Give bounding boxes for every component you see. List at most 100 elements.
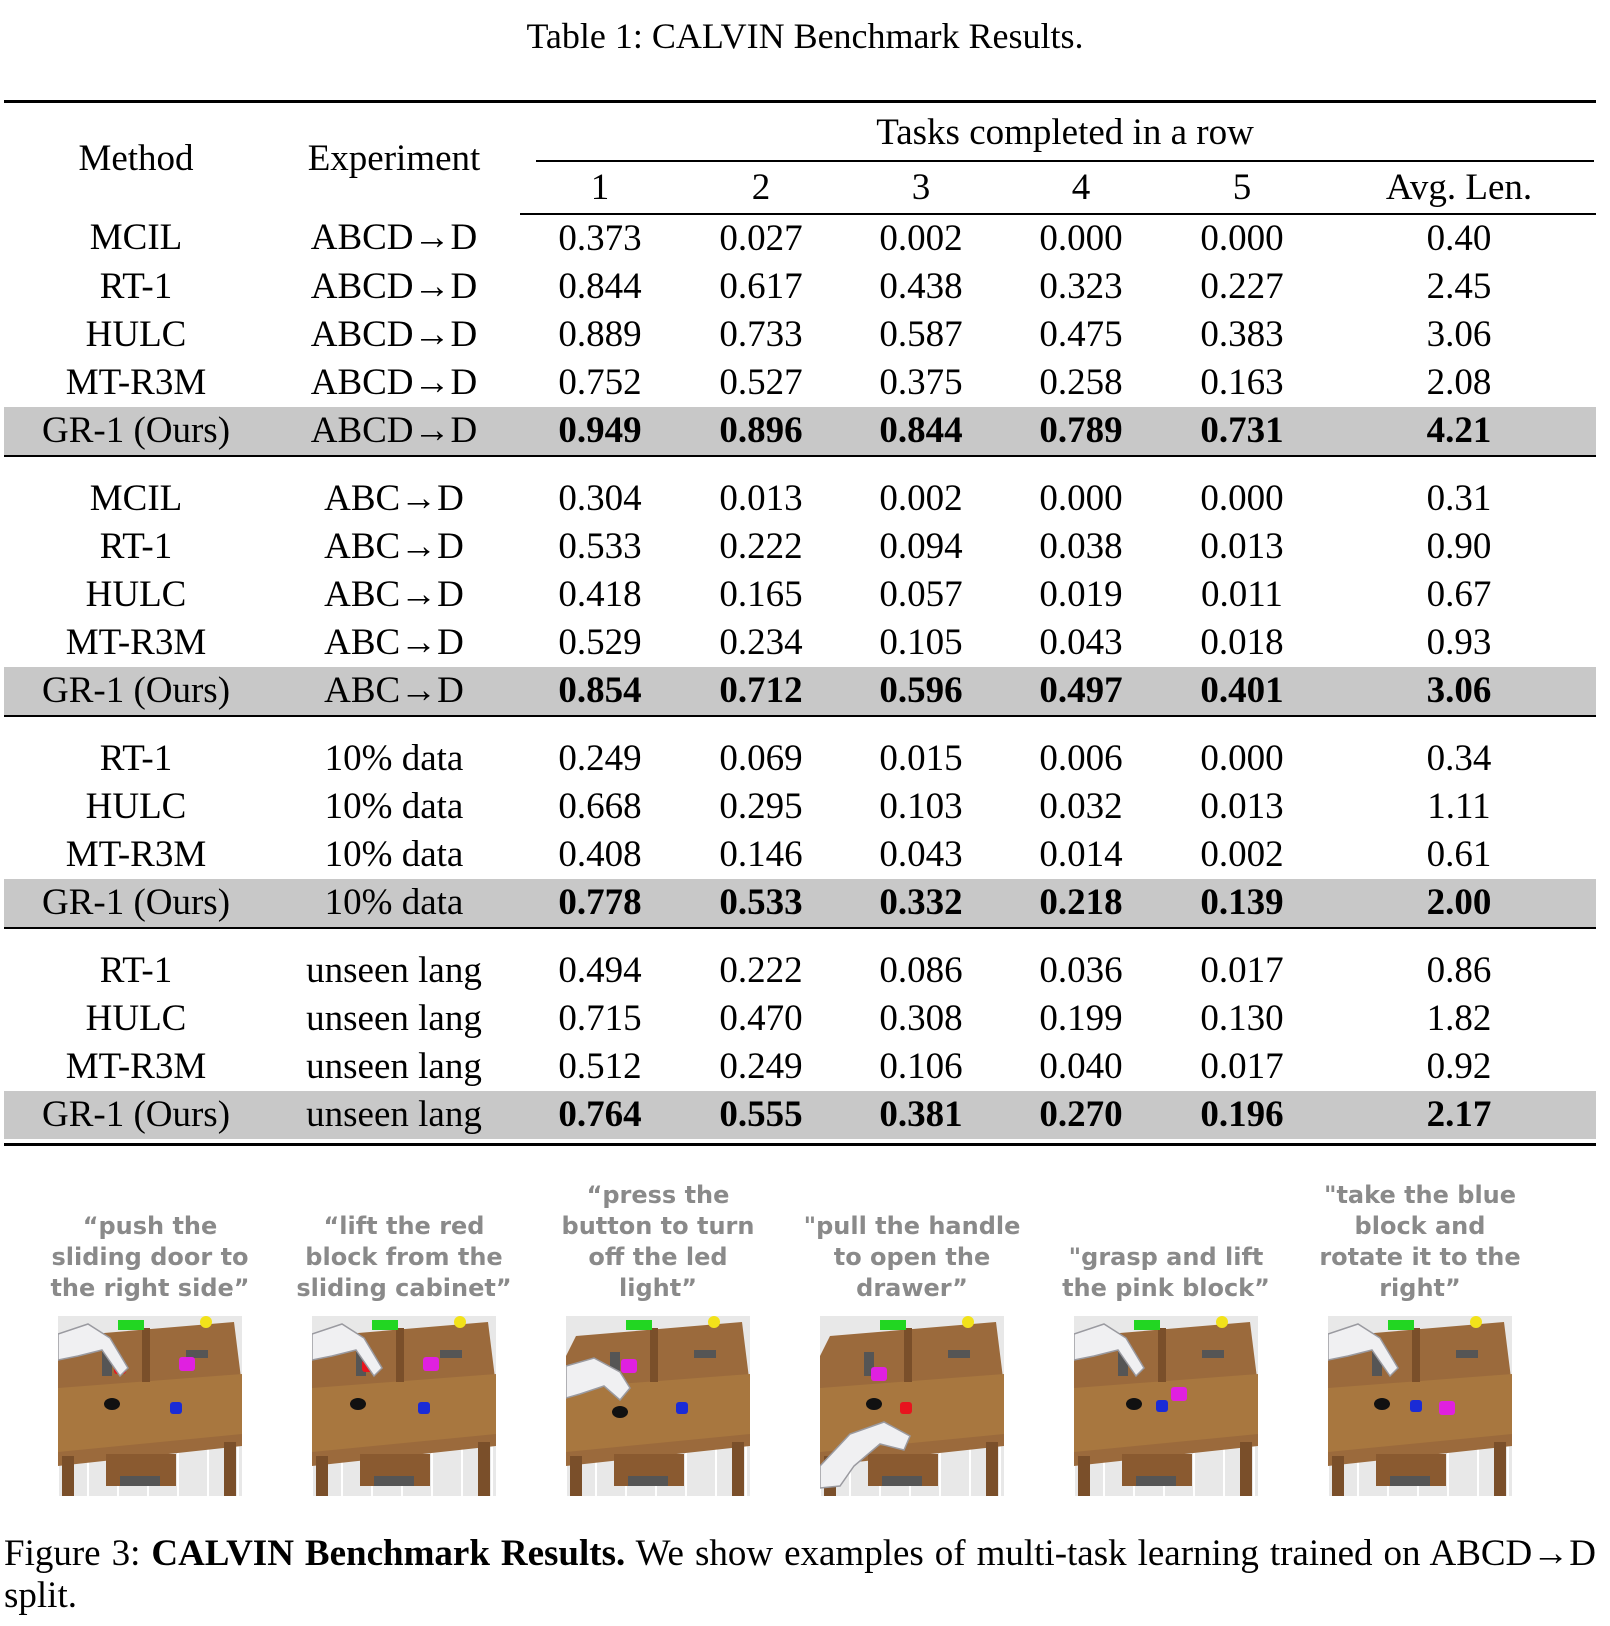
cell-method: HULC bbox=[85, 785, 187, 827]
cell-task-2: 0.013 bbox=[719, 477, 803, 519]
table-group-3: RT-1 10% data 0.249 0.069 0.015 0.006 0.000 0.3… bbox=[4, 716, 1596, 928]
drawer-handle bbox=[374, 1476, 414, 1486]
cell-avg-len: 2.45 bbox=[1426, 265, 1492, 307]
cell-experiment: 10% data bbox=[324, 737, 464, 779]
header-tasks-group: Tasks completed in a row bbox=[536, 111, 1594, 162]
cell-method: RT-1 bbox=[99, 949, 173, 991]
black-button bbox=[1374, 1398, 1390, 1410]
cell-task-5: 0.130 bbox=[1200, 997, 1284, 1039]
cell-task-5: 0.000 bbox=[1200, 737, 1284, 779]
cell-method: RT-1 bbox=[99, 525, 173, 567]
cell-task-1: 0.533 bbox=[558, 525, 642, 567]
cell-avg-len: 2.08 bbox=[1426, 361, 1492, 403]
cell-experiment: ABC→D bbox=[324, 573, 464, 615]
table-row: HULC unseen lang 0.715 0.470 0.308 0.199 0.130… bbox=[4, 995, 1596, 1043]
cell-method: GR-1 (Ours) bbox=[4, 878, 268, 928]
led-light bbox=[708, 1316, 720, 1328]
table-row: MT-R3M 10% data 0.408 0.146 0.043 0.014 0.002 0… bbox=[4, 831, 1596, 879]
cell-task-5: 0.000 bbox=[1200, 217, 1284, 259]
header-method: Method bbox=[4, 100, 268, 214]
cell-task-4: 0.497 bbox=[1000, 666, 1162, 716]
cell-task-2: 0.234 bbox=[719, 621, 803, 663]
cell-task-3: 0.094 bbox=[879, 525, 963, 567]
cell-task-5: 0.000 bbox=[1200, 477, 1284, 519]
cell-task-5: 0.196 bbox=[1162, 1090, 1322, 1139]
cell-task-2: 0.069 bbox=[719, 737, 803, 779]
figure-caption-text: We show examples of multi-task learning … bbox=[4, 1533, 1596, 1616]
robot-arm bbox=[1074, 1323, 1145, 1378]
cell-experiment: 10% data bbox=[324, 785, 464, 827]
cell-experiment: 10% data bbox=[268, 878, 520, 928]
cell-task-1: 0.418 bbox=[558, 573, 642, 615]
cell-experiment: ABC→D bbox=[324, 621, 464, 663]
black-button bbox=[1126, 1398, 1142, 1410]
cell-task-2: 0.896 bbox=[680, 406, 842, 456]
blue-block bbox=[1410, 1400, 1422, 1412]
panel-caption: "grasp and lift the pink block” bbox=[1062, 1243, 1270, 1302]
figure-panel-6: "take the blue block and rotate it to th… bbox=[1310, 1181, 1530, 1496]
robot-arm bbox=[58, 1323, 129, 1378]
cell-task-1: 0.764 bbox=[520, 1090, 680, 1139]
led-light bbox=[454, 1316, 466, 1328]
table-row: GR-1 (Ours) 10% data 0.778 0.533 0.332 0.218 0… bbox=[4, 878, 1596, 928]
cell-task-1: 0.304 bbox=[558, 477, 642, 519]
cell-task-1: 0.752 bbox=[558, 361, 642, 403]
desk-top bbox=[58, 1374, 242, 1452]
table-row: MCIL ABC→D 0.304 0.013 0.002 0.000 0.000 0.31 bbox=[4, 475, 1596, 523]
figure-panel-4: "pull the handle to open the drawer” bbox=[802, 1208, 1022, 1496]
cell-task-5: 0.013 bbox=[1200, 785, 1284, 827]
black-button bbox=[866, 1398, 882, 1410]
cell-avg-len: 2.17 bbox=[1322, 1090, 1596, 1139]
cell-task-1: 0.512 bbox=[558, 1045, 642, 1087]
blue-block bbox=[1156, 1400, 1168, 1412]
cell-task-3: 0.106 bbox=[879, 1045, 963, 1087]
panel-caption: “press the button to turn off the led li… bbox=[561, 1181, 755, 1302]
cell-task-4: 0.040 bbox=[1039, 1045, 1123, 1087]
cell-avg-len: 0.61 bbox=[1426, 833, 1492, 875]
pink-block bbox=[1171, 1387, 1187, 1401]
header-col-avg-len: Avg. Len. bbox=[1322, 161, 1596, 215]
cell-task-2: 0.295 bbox=[719, 785, 803, 827]
robot-scene-image bbox=[1328, 1316, 1512, 1496]
robot-scene-image bbox=[566, 1316, 750, 1496]
cell-method: HULC bbox=[85, 573, 187, 615]
led-light bbox=[1470, 1316, 1482, 1328]
drawer-handle bbox=[628, 1476, 668, 1486]
cell-avg-len: 3.06 bbox=[1426, 313, 1492, 355]
cell-task-3: 0.086 bbox=[879, 949, 963, 991]
cell-method: RT-1 bbox=[99, 265, 173, 307]
cell-task-2: 0.222 bbox=[719, 949, 803, 991]
figure-panel-5: "grasp and lift the pink block” bbox=[1056, 1208, 1276, 1496]
black-button bbox=[104, 1398, 120, 1410]
cell-task-3: 0.587 bbox=[879, 313, 963, 355]
cell-task-2: 0.712 bbox=[680, 666, 842, 716]
cell-task-2: 0.249 bbox=[719, 1045, 803, 1087]
table-title: Table 1: CALVIN Benchmark Results. bbox=[526, 16, 1084, 56]
cell-task-5: 0.139 bbox=[1162, 878, 1322, 928]
cell-task-4: 0.323 bbox=[1039, 265, 1123, 307]
panel-caption: "pull the handle to open the drawer” bbox=[803, 1212, 1021, 1302]
blue-block bbox=[418, 1402, 430, 1414]
cell-task-5: 0.227 bbox=[1200, 265, 1284, 307]
header-col-5: 5 bbox=[1162, 161, 1322, 215]
cell-task-5: 0.013 bbox=[1200, 525, 1284, 567]
cell-experiment: ABCD→D bbox=[310, 313, 478, 355]
cell-task-1: 0.408 bbox=[558, 833, 642, 875]
cell-task-4: 0.043 bbox=[1039, 621, 1123, 663]
desk-top bbox=[1328, 1374, 1512, 1452]
cell-method: MT-R3M bbox=[65, 361, 207, 403]
led-light bbox=[962, 1316, 974, 1328]
cell-task-3: 0.596 bbox=[842, 666, 1000, 716]
cell-task-2: 0.527 bbox=[719, 361, 803, 403]
header-col-3: 3 bbox=[842, 161, 1000, 215]
cell-avg-len: 1.82 bbox=[1426, 997, 1492, 1039]
cell-task-5: 0.401 bbox=[1162, 666, 1322, 716]
pink-block bbox=[1439, 1401, 1455, 1415]
cell-task-2: 0.146 bbox=[719, 833, 803, 875]
drawer-handle bbox=[120, 1476, 160, 1486]
header-col-2: 2 bbox=[680, 161, 842, 215]
cell-avg-len: 3.06 bbox=[1322, 666, 1596, 716]
cell-task-2: 0.555 bbox=[680, 1090, 842, 1139]
cell-avg-len: 0.90 bbox=[1426, 525, 1492, 567]
cell-task-4: 0.789 bbox=[1000, 406, 1162, 456]
